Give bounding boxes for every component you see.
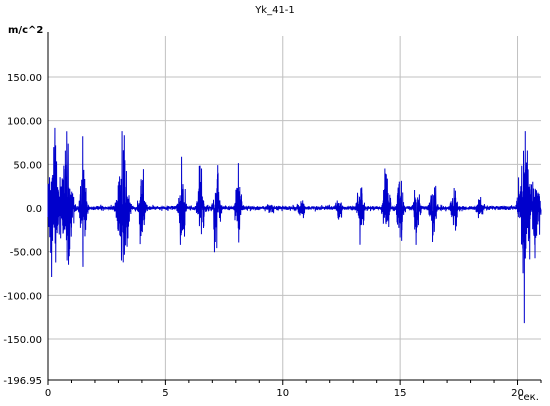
y-tick-label: 100.00 [7, 117, 42, 128]
y-tick-label: 150.00 [7, 73, 42, 84]
x-axis-unit: сек. [518, 392, 539, 403]
chart-title: Yk_41-1 [254, 5, 295, 16]
x-tick-label: 10 [276, 388, 289, 399]
y-tick-label: -100.00 [3, 291, 42, 302]
y-axis-unit: m/c^2 [8, 25, 43, 36]
x-tick-label: 20 [511, 388, 524, 399]
series-group [47, 127, 542, 324]
y-tick-label: 0.0 [26, 204, 42, 215]
x-tick-labels: 0 5 10 15 20 [45, 388, 524, 399]
y-tick-labels: 150.00 100.00 50.00 0.0 -50.00 -100.00 -150.00… [3, 73, 42, 387]
y-tick-label: 50.00 [13, 160, 42, 171]
y-tick-label: -50.00 [10, 248, 42, 259]
y-tick-label: -196.95 [3, 376, 42, 387]
y-tick-label: -150.00 [3, 335, 42, 346]
x-tick-label: 15 [394, 388, 407, 399]
series-line [47, 127, 542, 324]
x-tick-label: 5 [162, 388, 168, 399]
x-tick-label: 0 [45, 388, 51, 399]
